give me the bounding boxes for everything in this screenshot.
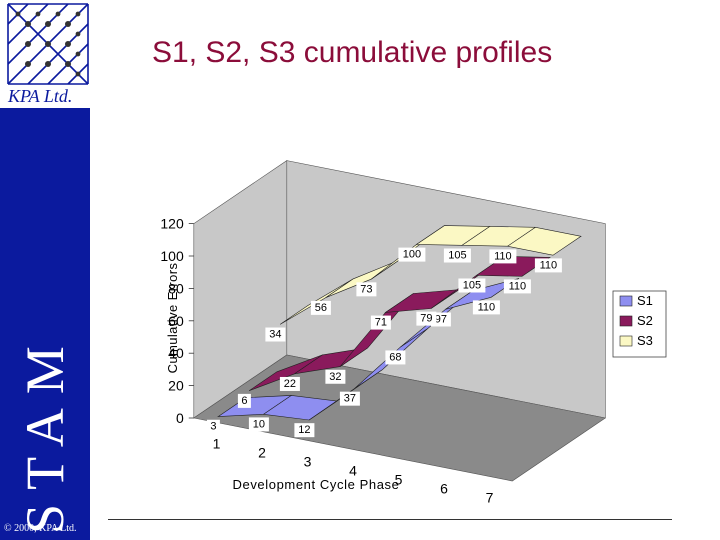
kpa-logo (7, 3, 89, 85)
data-label-s2: 110 (509, 280, 527, 292)
x-tick-label: 6 (440, 481, 448, 497)
legend-label-s3: S3 (637, 333, 653, 348)
data-label-bg (385, 350, 406, 365)
data-label-bg (206, 419, 220, 434)
y-tick-label: 80 (168, 280, 184, 296)
data-label-bg (503, 279, 531, 294)
legend-swatch-s3 (619, 335, 633, 347)
data-label-s2: 32 (329, 371, 341, 383)
copyright-notice: © 2000, KPA Ltd. (4, 523, 77, 534)
data-label-s1: 110 (478, 301, 496, 313)
legend-label-s1: S1 (637, 293, 653, 308)
data-label-s3: 73 (360, 283, 372, 295)
data-label-bg (248, 417, 269, 432)
data-label-s1: 3 (210, 421, 216, 433)
data-label-bg (339, 391, 360, 406)
data-label-s3: 105 (448, 250, 466, 262)
data-label-bg (370, 315, 391, 330)
y-axis-title: Cumulative Errors (165, 262, 180, 373)
kpa-logo-text: KPA Ltd. (8, 86, 73, 106)
footer-divider (108, 519, 672, 520)
data-label-bg (443, 248, 471, 263)
data-label-s3: 110 (494, 250, 512, 262)
x-tick-label: 2 (258, 445, 266, 461)
data-label-bg (356, 282, 377, 297)
data-label-bg (294, 423, 315, 438)
data-label-bg (489, 249, 517, 264)
data-label-bg (472, 300, 500, 315)
x-axis-title: Development Cycle Phase (233, 477, 400, 492)
x-tick-label: 3 (304, 454, 312, 470)
data-label-s3: 56 (315, 302, 327, 314)
y-tick-label: 20 (168, 378, 184, 394)
data-label-s2: 105 (463, 280, 481, 292)
page-title: S1, S2, S3 cumulative profiles (152, 36, 553, 69)
y-tick-label: 40 (168, 345, 184, 361)
data-label-bg (279, 376, 300, 391)
data-label-s1: 12 (298, 424, 310, 436)
y-tick-label: 60 (168, 313, 184, 329)
y-tick-label: 0 (176, 410, 184, 426)
data-label-bg (398, 247, 426, 262)
data-label-s1: 37 (344, 393, 356, 405)
legend-swatch-s1 (619, 295, 633, 307)
y-tick-label: 100 (160, 248, 184, 264)
data-label-bg (534, 258, 562, 273)
data-label-bg (310, 300, 331, 315)
sidebar: STAM © 2000, KPA Ltd. (0, 108, 90, 540)
data-label-s3: 34 (269, 329, 281, 341)
data-label-bg (458, 278, 486, 293)
data-label-s2: 6 (241, 395, 247, 407)
x-tick-label: 7 (486, 490, 494, 506)
data-label-bg (237, 393, 251, 408)
data-label-s2: 79 (420, 313, 432, 325)
data-label-s3: 110 (540, 259, 558, 271)
legend-swatch-s2 (619, 315, 633, 327)
x-tick-label: 4 (349, 463, 357, 479)
x-tick-label: 5 (395, 472, 403, 488)
data-label-bg (265, 327, 286, 342)
data-label-s3: 100 (403, 249, 421, 261)
data-label-bg (325, 369, 346, 384)
data-label-s1: 97 (435, 313, 447, 325)
data-label-bg (416, 311, 437, 326)
y-tick-label: 120 (160, 216, 184, 232)
ribbon-s3-segment (506, 226, 582, 256)
x-tick-label: 1 (213, 436, 221, 452)
data-label-s1: 10 (253, 418, 265, 430)
data-label-s1: 68 (389, 351, 401, 363)
data-label-s2: 22 (284, 378, 296, 390)
legend-label-s2: S2 (637, 313, 653, 328)
data-label-s2: 71 (375, 317, 387, 329)
